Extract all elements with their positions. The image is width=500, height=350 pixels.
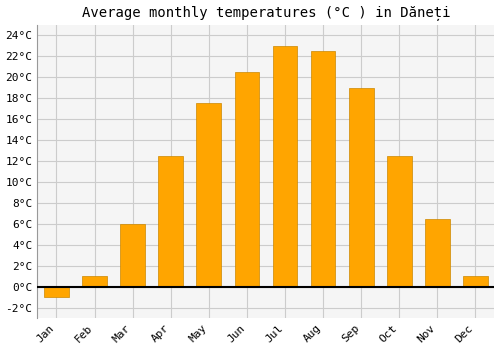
Bar <box>272 46 297 287</box>
Bar <box>425 219 450 287</box>
Bar <box>234 72 260 287</box>
Bar <box>387 156 411 287</box>
Bar <box>310 51 336 287</box>
Bar <box>349 88 374 287</box>
Bar <box>120 224 145 287</box>
Title: Average monthly temperatures (°C ) in Dăneți: Average monthly temperatures (°C ) in Dă… <box>82 6 450 21</box>
Bar <box>44 287 69 297</box>
Bar <box>463 276 488 287</box>
Bar <box>158 156 183 287</box>
Bar <box>82 276 107 287</box>
Bar <box>196 104 221 287</box>
